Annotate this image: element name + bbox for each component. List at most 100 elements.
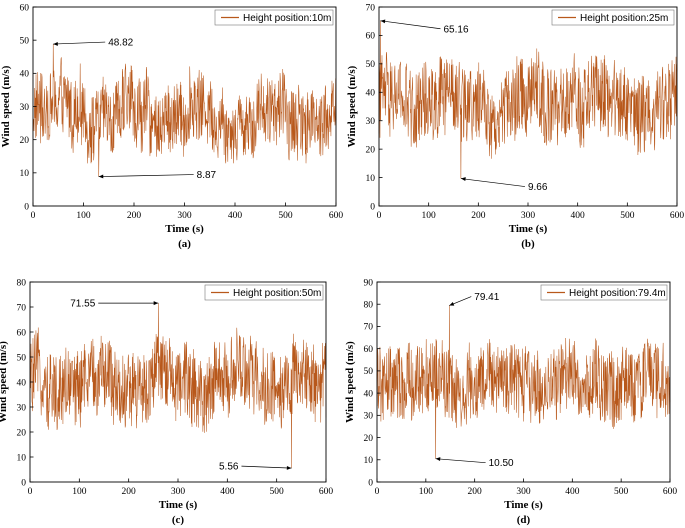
x-axis-label: Time (s) — [504, 499, 543, 511]
y-axis-label: Wind speed (m/s) — [0, 341, 9, 423]
y-tick-label: 0 — [24, 202, 29, 212]
x-tick-label: 500 — [278, 211, 293, 221]
y-tick-label: 10 — [366, 174, 376, 184]
x-tick-label: 0 — [31, 211, 36, 221]
x-tick-label: 0 — [375, 487, 380, 497]
y-tick-label: 50 — [366, 60, 376, 70]
annotation-label: 65.16 — [443, 24, 468, 35]
x-tick-label: 600 — [670, 211, 685, 221]
y-tick-label: 30 — [364, 412, 374, 422]
y-tick-label: 0 — [368, 478, 373, 488]
x-tick-label: 600 — [319, 487, 334, 497]
x-tick-label: 200 — [471, 211, 486, 221]
x-tick-label: 500 — [270, 487, 285, 497]
y-axis-label: Wind speed (m/s) — [344, 341, 356, 423]
y-tick-label: 20 — [17, 428, 27, 438]
legend-box — [204, 284, 324, 301]
annotation-label: 5.56 — [219, 462, 239, 473]
x-tick-label: 100 — [419, 487, 434, 497]
y-axis-label: Wind speed (m/s) — [0, 65, 12, 147]
y-tick-label: 70 — [364, 323, 374, 333]
series-line — [378, 20, 678, 179]
x-tick-label: 400 — [220, 487, 235, 497]
legend-label: Height position:79.4m — [569, 288, 666, 299]
annotation-label: 71.55 — [70, 299, 95, 310]
y-tick-label: 50 — [20, 36, 30, 46]
y-tick-label: 50 — [364, 367, 374, 377]
y-tick-label: 20 — [364, 434, 374, 444]
x-tick-label: 100 — [76, 211, 91, 221]
chart-panel-a: 0 100 200 300 400 500 600 0 10 20 30 40 50 60 Time (s)… — [0, 3, 343, 250]
x-tick-label: 300 — [516, 487, 531, 497]
x-tick-label: 300 — [177, 211, 192, 221]
x-tick-label: 600 — [329, 211, 344, 221]
x-tick-label: 0 — [28, 487, 33, 497]
x-tick-label: 0 — [377, 211, 382, 221]
annotation-arrowhead — [153, 301, 159, 306]
y-tick-label: 30 — [17, 403, 27, 413]
x-tick-label: 200 — [122, 487, 137, 497]
y-tick-label: 60 — [366, 32, 376, 42]
x-tick-label: 400 — [228, 211, 243, 221]
y-tick-label: 10 — [364, 456, 374, 466]
x-axis-label: Time (s) — [165, 223, 204, 235]
annotation-arrow — [380, 20, 441, 30]
y-tick-label: 0 — [370, 202, 375, 212]
y-tick-label: 70 — [17, 303, 27, 313]
annotation-label: 8.87 — [197, 170, 217, 181]
y-tick-label: 30 — [366, 117, 376, 127]
annotation-arrow — [241, 465, 292, 469]
annotation-arrow — [435, 458, 486, 464]
annotation-arrow — [98, 174, 194, 177]
y-tick-label: 10 — [20, 169, 30, 179]
legend-label: Height position:25m — [580, 13, 668, 24]
y-tick-label: 40 — [366, 89, 376, 99]
y-tick-label: 70 — [366, 3, 376, 13]
x-axis-label: Time (s) — [159, 499, 198, 511]
y-tick-label: 50 — [17, 353, 27, 363]
x-tick-label: 300 — [521, 211, 536, 221]
panel-label: (a) — [178, 238, 191, 250]
y-tick-label: 20 — [366, 145, 376, 155]
annotation-label: 9.66 — [528, 182, 548, 193]
x-tick-label: 500 — [614, 487, 629, 497]
annotation-label: 10.50 — [489, 458, 514, 469]
y-tick-label: 90 — [364, 278, 374, 288]
y-tick-label: 40 — [364, 389, 374, 399]
chart-panel-b: 0 100 200 300 400 500 600 0 10 20 30 40 50 60 70 Time (… — [346, 3, 684, 250]
x-tick-label: 200 — [468, 487, 483, 497]
legend-box — [214, 9, 334, 26]
series-line — [376, 305, 671, 459]
x-tick-label: 100 — [422, 211, 437, 221]
y-tick-label: 10 — [17, 453, 27, 463]
x-tick-label: 100 — [72, 487, 87, 497]
y-tick-label: 20 — [20, 136, 30, 146]
y-tick-label: 0 — [21, 478, 26, 488]
series-line — [32, 44, 337, 177]
chart-panel-c: 0 100 200 300 400 500 600 0 10 20 30 40 50 60 70 80 Time… — [0, 278, 333, 526]
annotation-arrowhead — [435, 457, 441, 461]
y-tick-label: 80 — [17, 278, 27, 288]
series-line — [29, 303, 327, 469]
panel-label: (c) — [172, 514, 185, 526]
x-tick-label: 200 — [127, 211, 142, 221]
y-tick-label: 80 — [364, 301, 374, 311]
chart-panel-d: 0 100 200 300 400 500 600 0 10 20 30 40 50 60 70 80 90 Ti… — [344, 278, 677, 526]
panel-label: (b) — [521, 238, 535, 250]
panel-label: (d) — [517, 514, 531, 526]
plot-frame — [32, 6, 337, 207]
annotation-arrowhead — [53, 41, 58, 46]
x-tick-label: 600 — [663, 487, 678, 497]
legend-label: Height position:50m — [233, 288, 321, 299]
x-tick-label: 500 — [620, 211, 635, 221]
legend-box — [540, 284, 668, 301]
x-tick-label: 400 — [571, 211, 586, 221]
y-tick-label: 40 — [20, 70, 30, 80]
y-tick-label: 60 — [17, 328, 27, 338]
legend-box — [551, 9, 675, 26]
annotation-arrow — [460, 178, 525, 187]
y-tick-label: 30 — [20, 103, 30, 113]
legend-label: Height position:10m — [243, 13, 331, 24]
y-tick-label: 60 — [364, 345, 374, 355]
